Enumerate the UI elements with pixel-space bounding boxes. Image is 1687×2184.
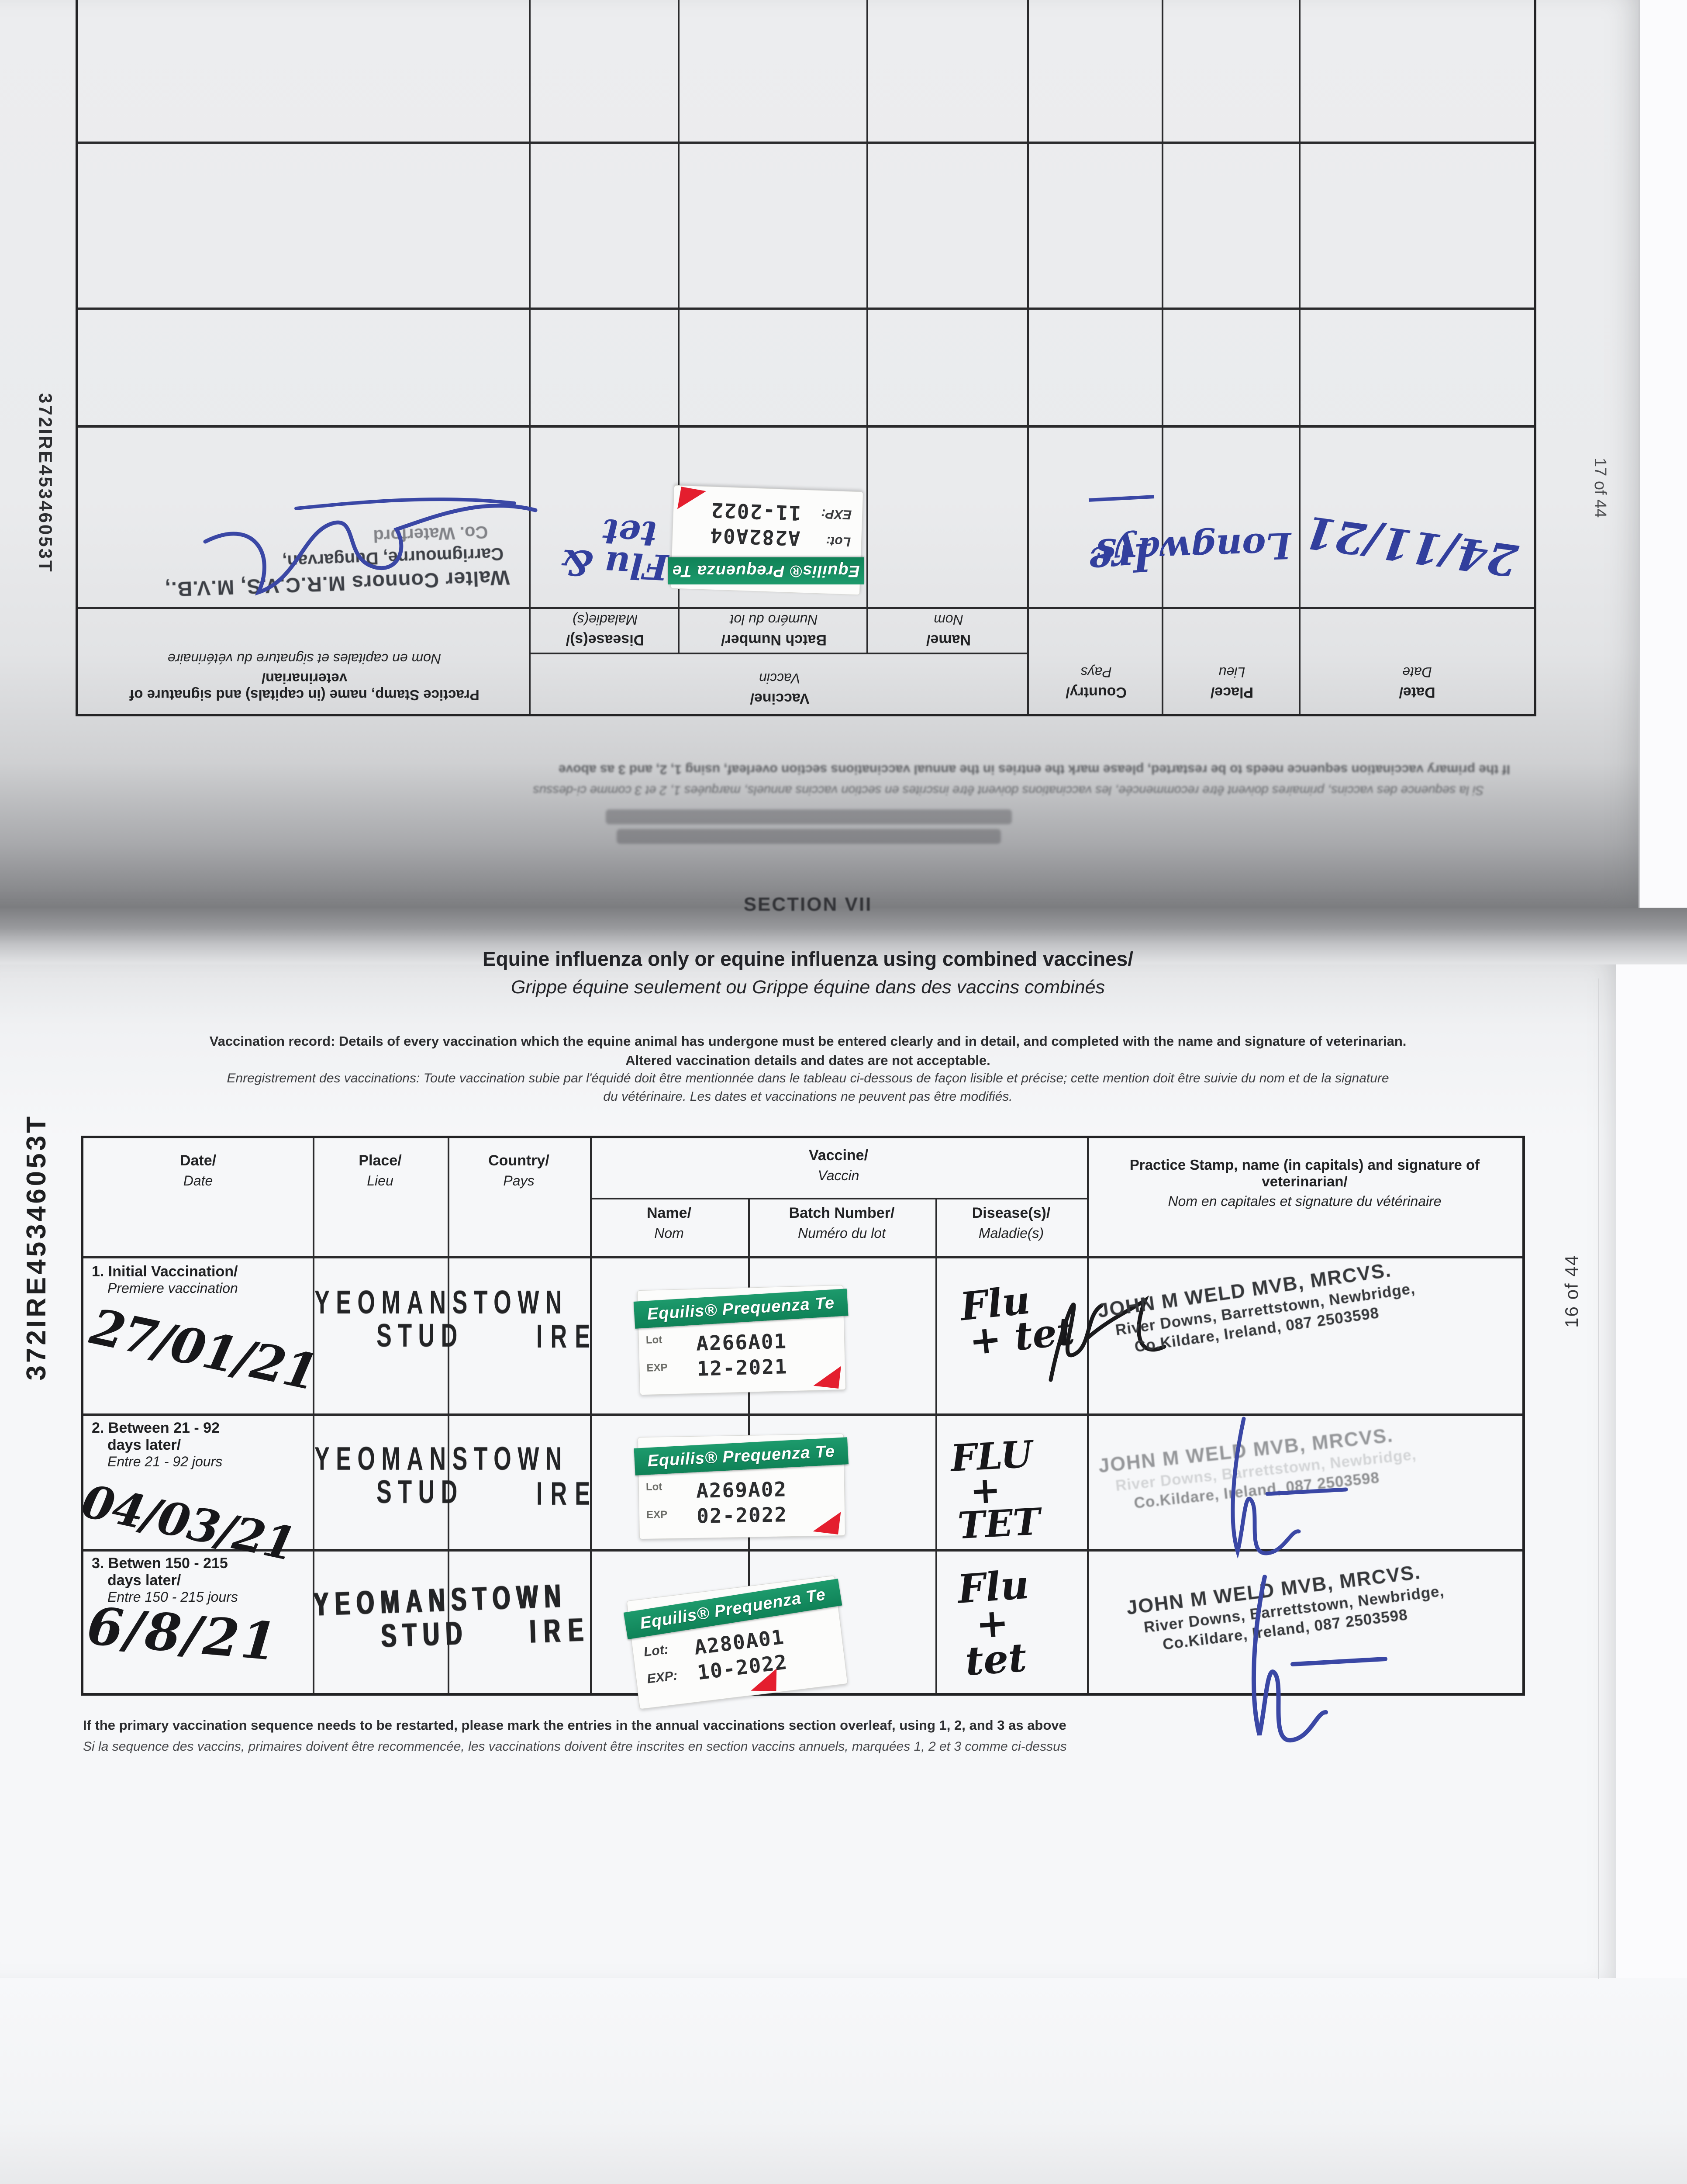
vaccination-table-top: Date/Date Place/Lieu Country/Pays Vaccin… <box>76 0 1536 716</box>
sticker-red-flag <box>677 487 707 514</box>
restart-note-en-top: If the primary vaccination sequence need… <box>558 762 1510 777</box>
country-stamp: IRE <box>528 1611 591 1650</box>
sticker-brand-band: Equilis® Prequenza Te <box>633 1289 848 1329</box>
scanned-page-top <box>0 0 1640 908</box>
place-stamp-line2: STUD <box>380 1614 469 1655</box>
scan-background <box>0 1978 1687 2184</box>
row-label-2: 2. Between 21 - 92 days later/ Entre 21 … <box>92 1420 223 1469</box>
record-instruction-fr-1: Enregistrement des vaccinations: Toute v… <box>227 1071 1389 1085</box>
place-stamp-line2: STUD <box>376 1473 464 1510</box>
place-stamp-line2: STUD <box>376 1317 464 1354</box>
vaccination-table-bottom: Date/Date Place/Lieu Country/Pays Vaccin… <box>81 1136 1525 1696</box>
grid-line <box>83 1549 1522 1552</box>
section-title-fr: Grippe équine seulement ou Grippe équine… <box>511 977 1105 998</box>
grid-line <box>935 1198 937 1693</box>
row-label-3: 3. Betwen 150 - 215 days later/ Entre 15… <box>92 1555 238 1605</box>
grid-line <box>866 0 868 654</box>
restart-note-en: If the primary vaccination sequence need… <box>83 1717 1066 1733</box>
col-header-vaccine: Vaccine/Vaccin <box>808 1147 869 1183</box>
signature-ink-blue <box>203 498 538 596</box>
handwritten-disease: FLU + TET <box>949 1432 1042 1547</box>
page-number-bottom: 16 of 44 <box>1561 1254 1582 1328</box>
grid-line <box>78 142 1534 144</box>
grid-line <box>78 425 1534 428</box>
signature-ink-black <box>1049 1295 1166 1382</box>
signature-ink-blue <box>1251 1575 1387 1742</box>
vaccine-sticker: Equilis® Prequenza Te Lot EXP A266A01 12… <box>633 1285 848 1396</box>
blurred-text-line <box>617 829 1001 844</box>
page-edge-top <box>1639 0 1640 908</box>
record-instruction-en-1: Vaccination record: Details of every vac… <box>209 1033 1407 1049</box>
sticker-lot-value: A269A02 <box>696 1477 787 1503</box>
country-stamp: IRE <box>536 1475 598 1512</box>
handwritten-disease: Flu & tet <box>560 511 669 588</box>
col-header-country: Country/Pays <box>488 1152 549 1189</box>
handwritten-disease: Flu + tet <box>956 1561 1031 1685</box>
col-header-country: Country/Pays <box>1066 664 1127 701</box>
col-header-name: Name/Nom <box>646 1205 692 1241</box>
sticker-brand-band: Equilis® Prequenza Te <box>667 557 864 584</box>
signature-ink-blue <box>1231 1417 1348 1559</box>
blurred-text-line <box>606 809 1012 824</box>
place-stamp-line1: YEOMANSTOWN <box>314 1284 568 1321</box>
sticker-brand-band: Equilis® Prequenza Te <box>634 1437 849 1476</box>
vaccine-sticker: Equilis® Prequenza Te Lot EXP A269A02 02… <box>634 1433 849 1540</box>
page-edge-bottom <box>1598 978 1599 1979</box>
col-header-name: Name/Nom <box>926 612 971 648</box>
grid-line <box>590 1198 1087 1199</box>
page-number-top: 17 of 44 <box>1591 458 1609 518</box>
upside-down-sheet: Si la sequence des vaccins, primaires do… <box>76 0 1536 895</box>
record-instruction-en-2: Altered vaccination details and dates ar… <box>625 1053 990 1068</box>
restart-note-fr-top: Si la sequence des vaccins, primaires do… <box>533 783 1484 797</box>
spine-code-bottom: 372IRE45346053T <box>21 1114 52 1381</box>
col-header-vaccine: Vaccine/Vaccin <box>750 670 810 707</box>
section-label: SECTION VII <box>743 894 873 915</box>
col-header-date: Date/Date <box>179 1152 217 1189</box>
col-header-stamp: Practice Stamp, name (in capitals) and s… <box>129 651 480 703</box>
col-header-place: Place/Lieu <box>1210 664 1254 701</box>
sticker-red-flag <box>813 1363 841 1389</box>
col-header-date: Date/Date <box>1399 664 1435 701</box>
restart-note-fr: Si la sequence des vaccins, primaires do… <box>83 1739 1067 1754</box>
sticker-lot-value: A282A04 <box>709 523 801 550</box>
vaccine-sticker: Equilis® Prequenza Te Lot: EXP: A282A04 … <box>667 485 864 595</box>
col-header-stamp: Practice Stamp, name (in capitals) and s… <box>1129 1157 1480 1209</box>
grid-line <box>83 1256 1522 1258</box>
country-stamp: IRE <box>536 1318 598 1355</box>
row-label-1: 1. Initial Vaccination/ Premiere vaccina… <box>92 1263 238 1296</box>
col-header-disease: Disease(s)/Maladie(s) <box>972 1205 1051 1241</box>
grid-line <box>83 1413 1522 1416</box>
col-header-place: Place/Lieu <box>359 1152 402 1189</box>
page-fold-shadow <box>0 908 1687 964</box>
col-header-disease: Disease(s)/Maladie(s) <box>566 612 645 648</box>
place-stamp-line1: YEOMANSTOWN <box>314 1440 568 1477</box>
grid-line <box>531 653 1029 654</box>
handwritten-country: Ire <box>1087 534 1152 584</box>
spine-code-top: 372IRE45346053T <box>35 393 56 574</box>
col-header-batch: Batch Number/Numéro du lot <box>789 1205 895 1241</box>
col-header-batch: Batch Number/Numéro du lot <box>721 612 827 648</box>
sticker-red-flag <box>751 1668 777 1691</box>
section-title-en: Equine influenza only or equine influenz… <box>482 947 1134 970</box>
grid-line <box>78 308 1534 310</box>
record-instruction-fr-2: du vétérinaire. Les dates et vaccination… <box>603 1089 1013 1104</box>
handwritten-date: 6/8/21 <box>85 1595 281 1673</box>
sticker-red-flag <box>813 1509 841 1534</box>
